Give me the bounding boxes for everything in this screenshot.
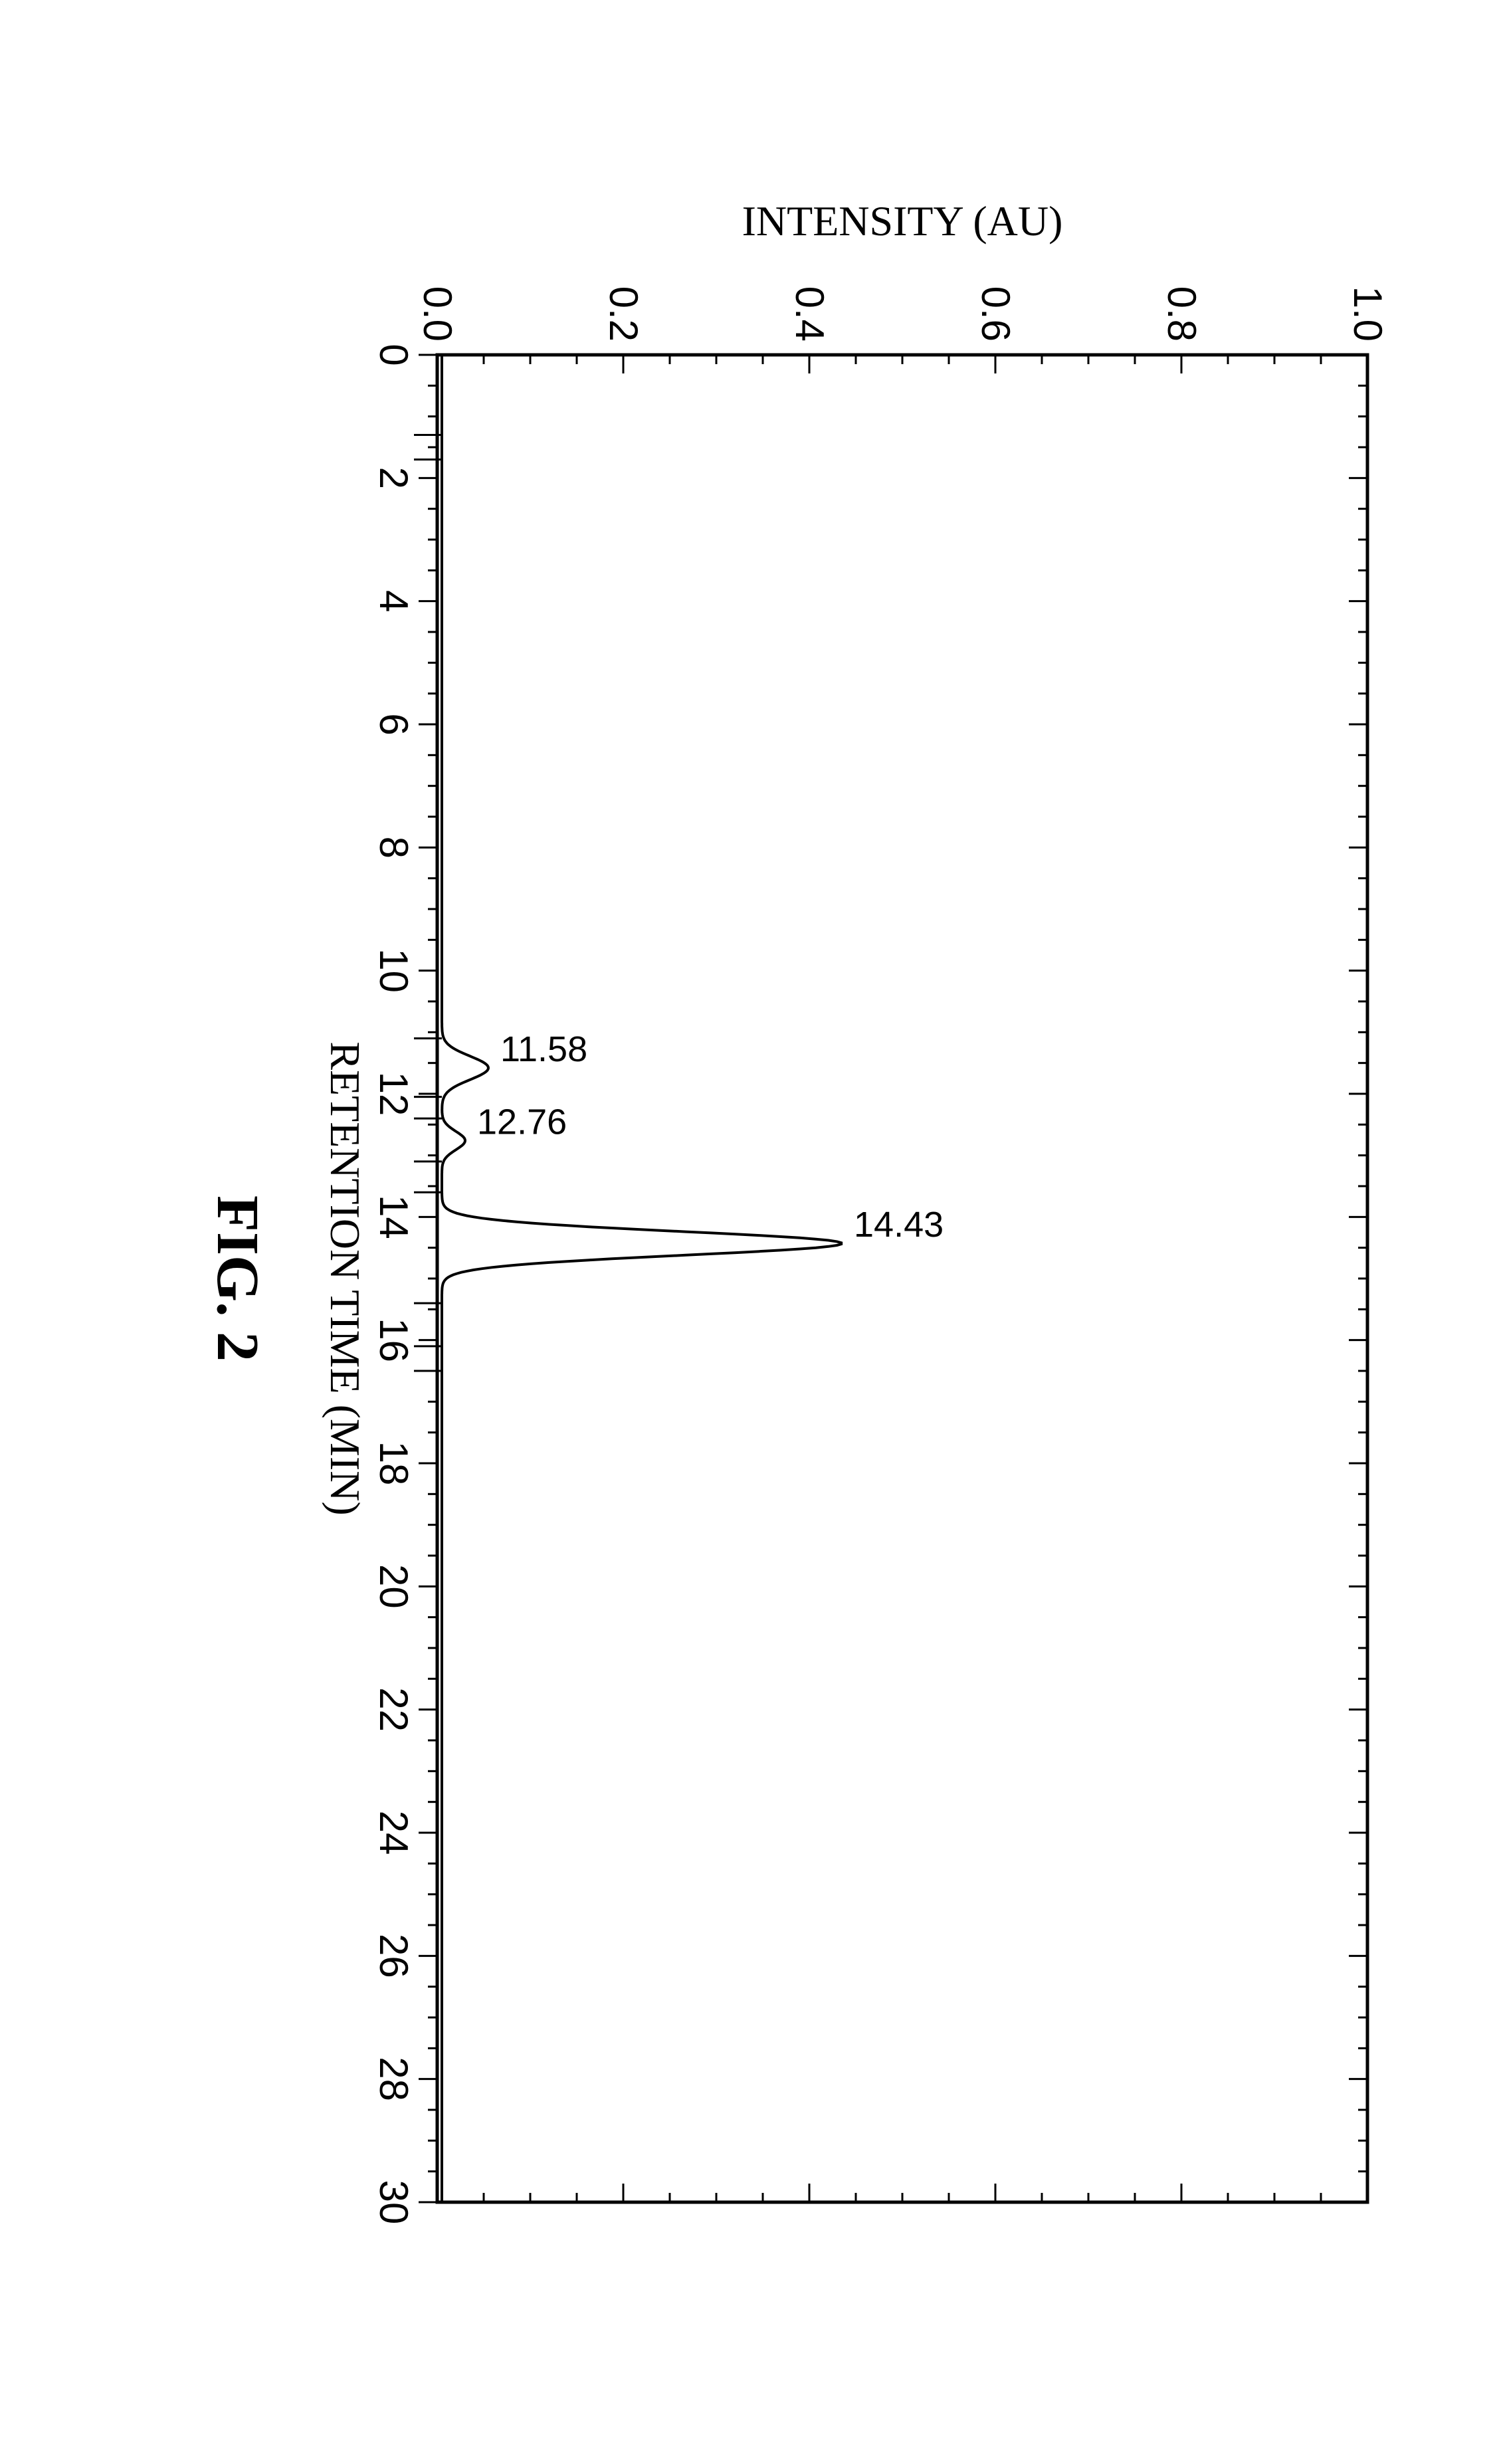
x-tick-label: 28 (371, 2057, 416, 2101)
y-tick-label: 0.4 (787, 286, 832, 342)
x-tick-label: 22 (371, 1687, 416, 1732)
x-tick-label: 2 (371, 467, 416, 489)
chromatogram-chart: 0246810121416182022242628300.00.20.40.60… (52, 102, 1447, 2362)
y-axis-label: INTENSITY (AU) (742, 197, 1063, 245)
x-tick-label: 0 (371, 344, 416, 365)
y-tick-label: 0.8 (1159, 286, 1204, 342)
x-axis-label: RETENTION TIME (MIN) (322, 1041, 369, 1515)
x-tick-label: 16 (371, 1318, 416, 1362)
y-tick-label: 0.6 (973, 286, 1018, 342)
figure-label: FIG. 2 (205, 1195, 270, 1362)
x-tick-label: 8 (371, 837, 416, 859)
y-tick-label: 0.2 (601, 286, 646, 342)
y-tick-label: 1.0 (1346, 286, 1390, 342)
x-tick-label: 30 (371, 2180, 416, 2225)
rotated-container: 0246810121416182022242628300.00.20.40.60… (52, 102, 1447, 2362)
y-tick-label: 0.0 (415, 286, 460, 342)
x-tick-label: 10 (371, 948, 416, 993)
peak-label: 12.76 (477, 1102, 567, 1142)
peak-label: 11.58 (500, 1029, 587, 1069)
x-tick-label: 6 (371, 713, 416, 735)
x-tick-label: 26 (371, 1934, 416, 1978)
x-tick-label: 20 (371, 1564, 416, 1609)
x-tick-label: 4 (371, 590, 416, 612)
peak-label: 14.43 (854, 1205, 944, 1245)
x-tick-label: 14 (371, 1195, 416, 1239)
x-tick-label: 18 (371, 1441, 416, 1486)
x-tick-label: 12 (371, 1072, 416, 1116)
x-tick-label: 24 (371, 1811, 416, 1855)
